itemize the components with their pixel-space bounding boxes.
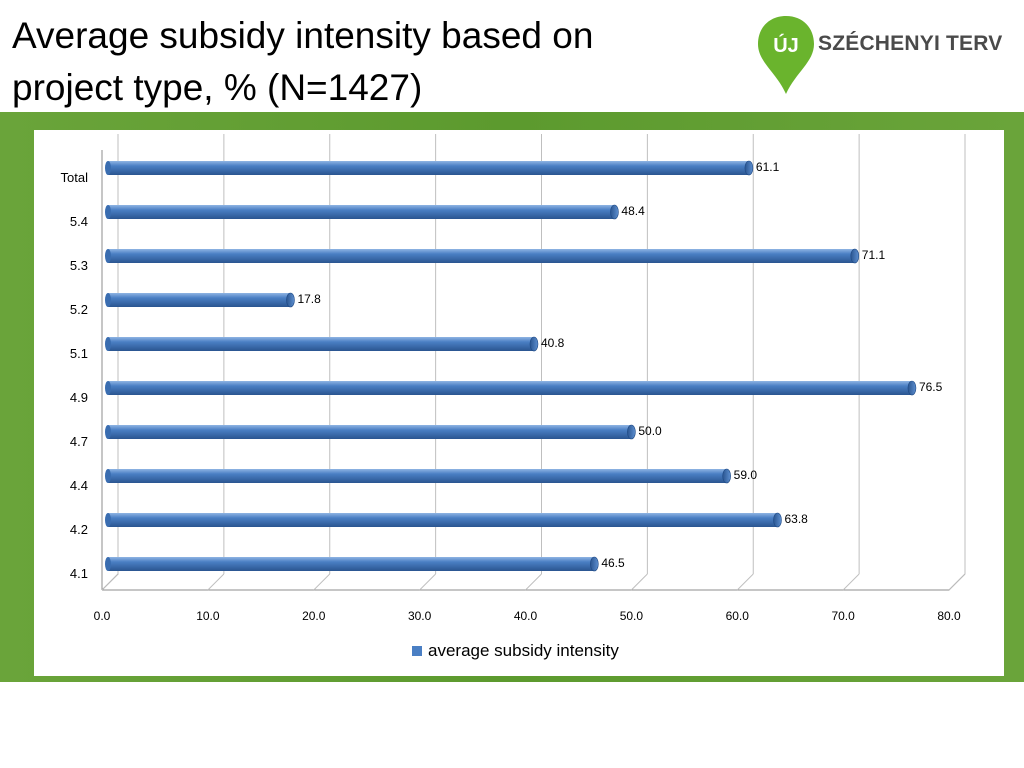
x-tick-label: 50.0: [620, 609, 644, 623]
gridline-floor: [101, 573, 119, 591]
x-tick-label: 10.0: [196, 609, 220, 623]
legend-label: average subsidy intensity: [428, 641, 619, 660]
bar: [108, 205, 615, 219]
x-tick-label: 60.0: [726, 609, 750, 623]
x-tick-label: 70.0: [831, 609, 855, 623]
value-label: 71.1: [862, 248, 886, 262]
gridline-floor: [207, 573, 225, 591]
logo-text: SZÉCHENYI TERV: [818, 32, 1003, 55]
bar: [108, 249, 855, 263]
bar: [108, 381, 912, 395]
chart-labels: 0.0 10.0 20.0 30.0 40.0 50.0 60.0 70.0 80.0 Total…: [61, 160, 961, 623]
bar-cap-end: [286, 292, 295, 308]
bar-cap-end: [722, 468, 731, 484]
x-tick-label: 80.0: [937, 609, 961, 623]
chart-bars: [105, 160, 917, 572]
value-label: 40.8: [541, 336, 565, 350]
category-label: 5.2: [70, 302, 88, 317]
category-label: 5.3: [70, 258, 88, 273]
value-label: 17.8: [297, 292, 321, 306]
bar-cap-end: [773, 512, 782, 528]
logo-badge-text: ÚJ: [773, 33, 799, 57]
gridline-floor: [313, 573, 331, 591]
bar-cap-end: [850, 248, 860, 264]
value-label: 48.4: [621, 204, 645, 218]
bar: [108, 469, 727, 483]
x-tick-label: 40.0: [514, 609, 538, 623]
bar-cap-start: [105, 425, 111, 439]
category-label: 5.1: [70, 346, 88, 361]
category-label: 5.4: [70, 214, 88, 229]
value-label: 61.1: [756, 160, 780, 174]
x-tick-label: 30.0: [408, 609, 432, 623]
value-label: 50.0: [638, 424, 662, 438]
bar: [108, 557, 595, 571]
gridline-floor: [419, 573, 436, 591]
gridline-floor: [736, 573, 754, 591]
page-title: Average subsidy intensity based on proje…: [12, 15, 594, 108]
category-label: 4.9: [70, 390, 88, 405]
value-label: 63.8: [784, 512, 808, 526]
gridline-floor: [948, 573, 966, 591]
bar-cap-end: [907, 380, 917, 396]
bar-chart: 0.0 10.0 20.0 30.0 40.0 50.0 60.0 70.0 80.0 Total…: [61, 134, 966, 660]
bar-cap-start: [105, 293, 111, 307]
bar-cap-start: [105, 557, 111, 571]
category-label: 4.7: [70, 434, 88, 449]
value-label: 59.0: [734, 468, 758, 482]
category-label: Total: [61, 170, 89, 185]
gridline-floor: [631, 573, 648, 591]
bar: [108, 513, 778, 527]
value-label: 46.5: [601, 556, 625, 570]
gridline-floor: [525, 573, 542, 591]
bar-cap-end: [610, 204, 619, 220]
category-label: 4.2: [70, 522, 88, 537]
bar-cap-start: [105, 337, 111, 351]
x-tick-label: 0.0: [94, 609, 111, 623]
bar-cap-end: [590, 556, 599, 572]
bar-cap-start: [105, 161, 111, 175]
gridline-floor: [842, 573, 860, 591]
legend-swatch: [412, 646, 422, 656]
value-label: 76.5: [919, 380, 943, 394]
szechenyi-terv-logo: ÚJ SZÉCHENYI TERV: [756, 14, 1016, 98]
map-pin-icon: ÚJ: [758, 16, 814, 94]
bar-cap-start: [105, 381, 111, 395]
bar-cap-end: [627, 424, 636, 440]
bar: [108, 293, 291, 307]
chart-panel: 0.0 10.0 20.0 30.0 40.0 50.0 60.0 70.0 80.0 Total…: [34, 130, 1004, 676]
bar-cap-start: [105, 469, 111, 483]
bar: [108, 425, 632, 439]
bar-cap-start: [105, 513, 111, 527]
bar-cap-start: [105, 249, 111, 263]
category-label: 4.4: [70, 478, 88, 493]
bar-cap-end: [744, 160, 754, 176]
bar: [108, 337, 534, 351]
chart-legend: average subsidy intensity: [412, 641, 619, 660]
bar: [108, 161, 749, 175]
category-label: 4.1: [70, 566, 88, 581]
bar-cap-end: [529, 336, 539, 352]
bar-cap-start: [105, 205, 111, 219]
x-tick-label: 20.0: [302, 609, 326, 623]
